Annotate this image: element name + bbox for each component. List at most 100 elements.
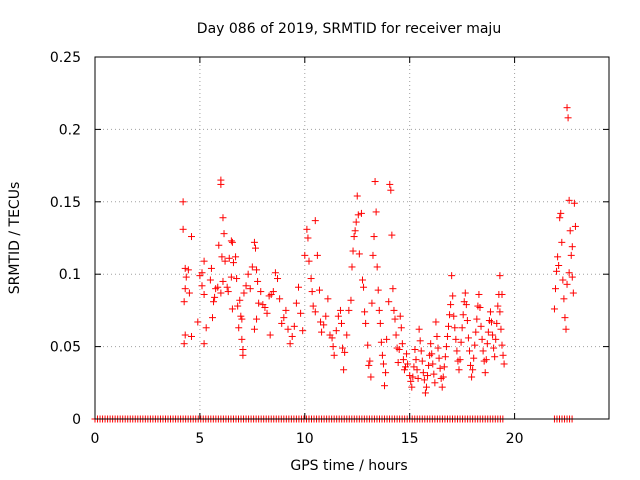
data-point [412, 356, 420, 364]
data-point [362, 319, 370, 327]
data-point [566, 227, 574, 235]
data-point [315, 286, 323, 294]
data-point [392, 331, 400, 339]
data-point [271, 269, 279, 277]
data-point [188, 233, 196, 241]
data-point [200, 290, 208, 298]
data-point [418, 357, 426, 365]
data-point [462, 301, 470, 309]
data-point [413, 366, 421, 374]
data-point [553, 267, 561, 275]
data-point [211, 293, 219, 301]
data-point [372, 208, 380, 216]
data-point [338, 319, 346, 327]
data-point [552, 285, 560, 293]
data-point [288, 332, 296, 340]
data-point [440, 363, 448, 371]
data-point [442, 343, 450, 351]
data-point [562, 325, 570, 333]
data-point [409, 373, 417, 381]
data-point [280, 314, 288, 322]
data-point [347, 296, 355, 304]
data-point [554, 253, 562, 261]
data-point [439, 373, 447, 381]
data-point [276, 295, 284, 303]
data-point [208, 314, 216, 322]
data-point [446, 311, 454, 319]
data-point [194, 318, 202, 326]
y-tick-label: 0.25 [50, 50, 81, 66]
data-point [558, 238, 566, 246]
data-point [307, 275, 315, 283]
data-point [254, 277, 262, 285]
x-tick-label: 15 [401, 431, 419, 447]
data-point [403, 350, 411, 358]
data-point [497, 325, 505, 333]
data-point [479, 347, 487, 355]
data-point [441, 353, 449, 361]
data-point [436, 364, 444, 372]
data-point [219, 214, 227, 222]
y-axis-label: SRMTID / TECUs [7, 182, 23, 295]
data-point [496, 308, 504, 316]
data-point [448, 272, 456, 280]
data-point [233, 275, 241, 283]
data-point [478, 335, 486, 343]
data-point [184, 266, 192, 274]
data-point [244, 270, 252, 278]
data-point [465, 347, 473, 355]
data-point [284, 325, 292, 333]
data-point [382, 369, 390, 377]
data-point [491, 353, 499, 361]
data-point [210, 298, 218, 306]
data-point [482, 356, 490, 364]
data-point [431, 379, 439, 387]
data-point [304, 234, 312, 242]
data-point [238, 335, 246, 343]
data-point [455, 366, 463, 374]
data-point [221, 257, 229, 265]
data-point [214, 283, 222, 291]
data-point [457, 338, 465, 346]
data-point [329, 343, 337, 351]
data-point [568, 273, 576, 281]
data-point [371, 178, 379, 186]
data-point [484, 328, 492, 336]
data-point [295, 283, 303, 291]
data-point [498, 341, 506, 349]
data-point [389, 285, 397, 293]
data-point [490, 344, 498, 352]
data-point [180, 340, 188, 348]
data-point [555, 262, 563, 270]
data-point [379, 360, 387, 368]
data-point [317, 318, 325, 326]
data-point [322, 312, 330, 320]
data-point [341, 348, 349, 356]
data-point [218, 253, 226, 261]
data-point [246, 285, 254, 293]
data-point [179, 198, 187, 206]
data-point [381, 382, 389, 390]
data-point [179, 225, 187, 233]
data-point [570, 199, 578, 207]
data-point [355, 250, 363, 258]
data-point [430, 370, 438, 378]
data-point [400, 366, 408, 374]
data-point [361, 308, 369, 316]
data-point [452, 335, 460, 343]
data-point [286, 340, 294, 348]
x-tick-label: 10 [296, 431, 314, 447]
data-point [357, 209, 365, 217]
data-point [398, 340, 406, 348]
data-point [253, 315, 261, 323]
data-point [358, 276, 366, 284]
data-point [198, 282, 206, 290]
data-point [395, 345, 403, 353]
data-point [467, 361, 475, 369]
data-point [428, 350, 436, 358]
data-point [472, 328, 480, 336]
data-point [386, 180, 394, 188]
y-tick-labels: 0 0.05 0.1 0.15 0.2 0.25 [50, 50, 81, 428]
data-point [561, 314, 569, 322]
